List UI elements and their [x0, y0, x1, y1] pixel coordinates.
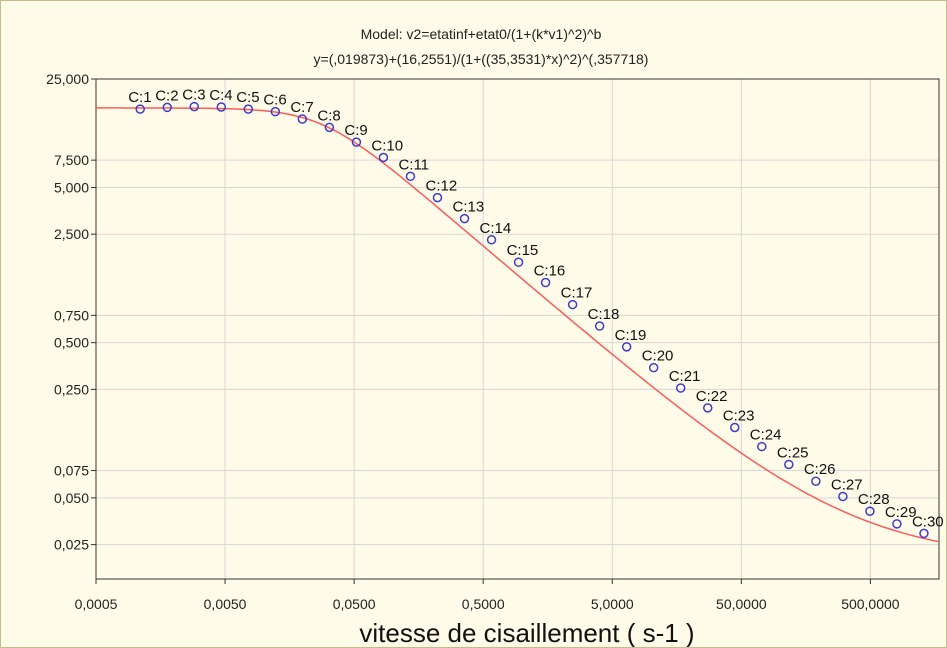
data-point	[216, 102, 227, 112]
point-label: C:18	[588, 306, 620, 323]
point-label: C:30	[912, 513, 944, 530]
point-label: C:10	[371, 138, 403, 155]
point-label: C:19	[615, 327, 647, 344]
data-point	[811, 476, 821, 486]
data-point	[243, 104, 254, 114]
data-point	[784, 459, 794, 470]
point-label: C:12	[425, 178, 457, 195]
x-tick-label: 0,0005	[75, 596, 118, 612]
data-point	[297, 114, 308, 124]
data-point	[405, 171, 416, 182]
point-label: C:4	[209, 87, 232, 104]
data-point	[648, 362, 659, 373]
data-points: C:1 C:2 C:3 C:4 C:5 C:6 C:7 C:8C:9C:10C:11 C:12 C…	[128, 87, 944, 539]
point-label: C:28	[858, 491, 890, 508]
point-label: C:9	[344, 122, 367, 139]
x-tick-label: 0,0050	[204, 596, 247, 612]
y-tick-label: 5,000	[54, 179, 89, 195]
x-axis-label: vitesse de cisaillement ( s-1 )	[359, 618, 694, 647]
data-point	[838, 491, 848, 502]
x-tick-label: 0,0500	[333, 596, 376, 612]
grid-lines	[96, 79, 939, 579]
data-point	[351, 137, 362, 147]
y-tick-label: 0,750	[54, 307, 89, 323]
y-tick-label: 0,075	[54, 463, 89, 479]
data-point	[486, 235, 497, 245]
y-tick-label: 0,500	[54, 335, 89, 351]
point-label: C:14	[480, 220, 512, 237]
point-label: C:23	[723, 408, 755, 425]
data-point	[459, 213, 470, 224]
point-label: C:27	[831, 477, 863, 494]
data-point	[432, 192, 443, 203]
data-point	[594, 321, 605, 331]
point-label: C:16	[534, 263, 566, 280]
data-point	[567, 299, 578, 310]
data-point	[162, 102, 172, 113]
point-label: C:22	[696, 388, 728, 405]
data-point	[135, 104, 145, 114]
x-tick-label: 50,0000	[716, 596, 767, 612]
point-label: C:15	[507, 242, 539, 259]
data-point	[892, 519, 902, 529]
data-point	[540, 277, 551, 288]
point-label: C:7	[290, 99, 313, 116]
data-point	[730, 422, 740, 433]
data-point	[757, 441, 767, 452]
point-label: C:25	[777, 445, 809, 462]
data-point	[621, 342, 632, 352]
data-point	[865, 506, 875, 516]
x-tick-label: 0,5000	[462, 596, 505, 612]
point-label: C:1	[128, 89, 151, 106]
point-label: C:17	[561, 285, 593, 302]
point-label: C:3	[182, 87, 205, 104]
y-tick-label: 0,025	[54, 537, 89, 553]
data-point	[378, 152, 389, 163]
y-tick-label: 0,050	[54, 490, 89, 506]
x-tick-label: 500,0000	[841, 596, 900, 612]
point-label: C:5	[236, 89, 259, 106]
point-label: C:24	[750, 427, 782, 444]
data-point	[324, 122, 335, 133]
point-label: C:29	[885, 504, 917, 521]
point-label: C:11	[398, 156, 429, 173]
data-point	[270, 106, 281, 117]
data-point	[189, 101, 199, 112]
y-tick-label: 25,000	[46, 71, 89, 87]
y-tick-label: 0,250	[54, 381, 89, 397]
point-label: C:2	[155, 87, 178, 104]
plot-area	[95, 78, 940, 580]
point-label: C:26	[804, 461, 836, 478]
data-point	[675, 383, 686, 393]
y-tick-label: 2,500	[54, 226, 89, 242]
point-label: C:6	[263, 92, 286, 109]
chart-title: Model: v2=etatinf+etat0/(1+(k*v1)^2)^b	[361, 26, 602, 42]
data-point	[513, 257, 524, 267]
point-label: C:8	[317, 107, 340, 124]
chart-subtitle: y=(,019873)+(16,2551)/(1+((35,3531)*x)^2…	[314, 51, 649, 67]
point-label: C:13	[453, 199, 485, 216]
data-point	[703, 403, 713, 413]
data-point	[919, 528, 929, 539]
x-tick-label: 5,0000	[591, 596, 634, 612]
point-label: C:20	[642, 348, 674, 365]
x-axis-ticks: 0,0005 0,0050 0,0500 0,5000 5,0000 50,0000 500…	[75, 579, 900, 612]
point-label: C:21	[669, 368, 701, 385]
fit-curve	[96, 107, 940, 543]
y-axis-ticks: 25,000 7,500 5,000 2,500 0,750 0,500 0,250 0,07…	[46, 71, 96, 553]
y-tick-label: 7,500	[54, 152, 89, 168]
